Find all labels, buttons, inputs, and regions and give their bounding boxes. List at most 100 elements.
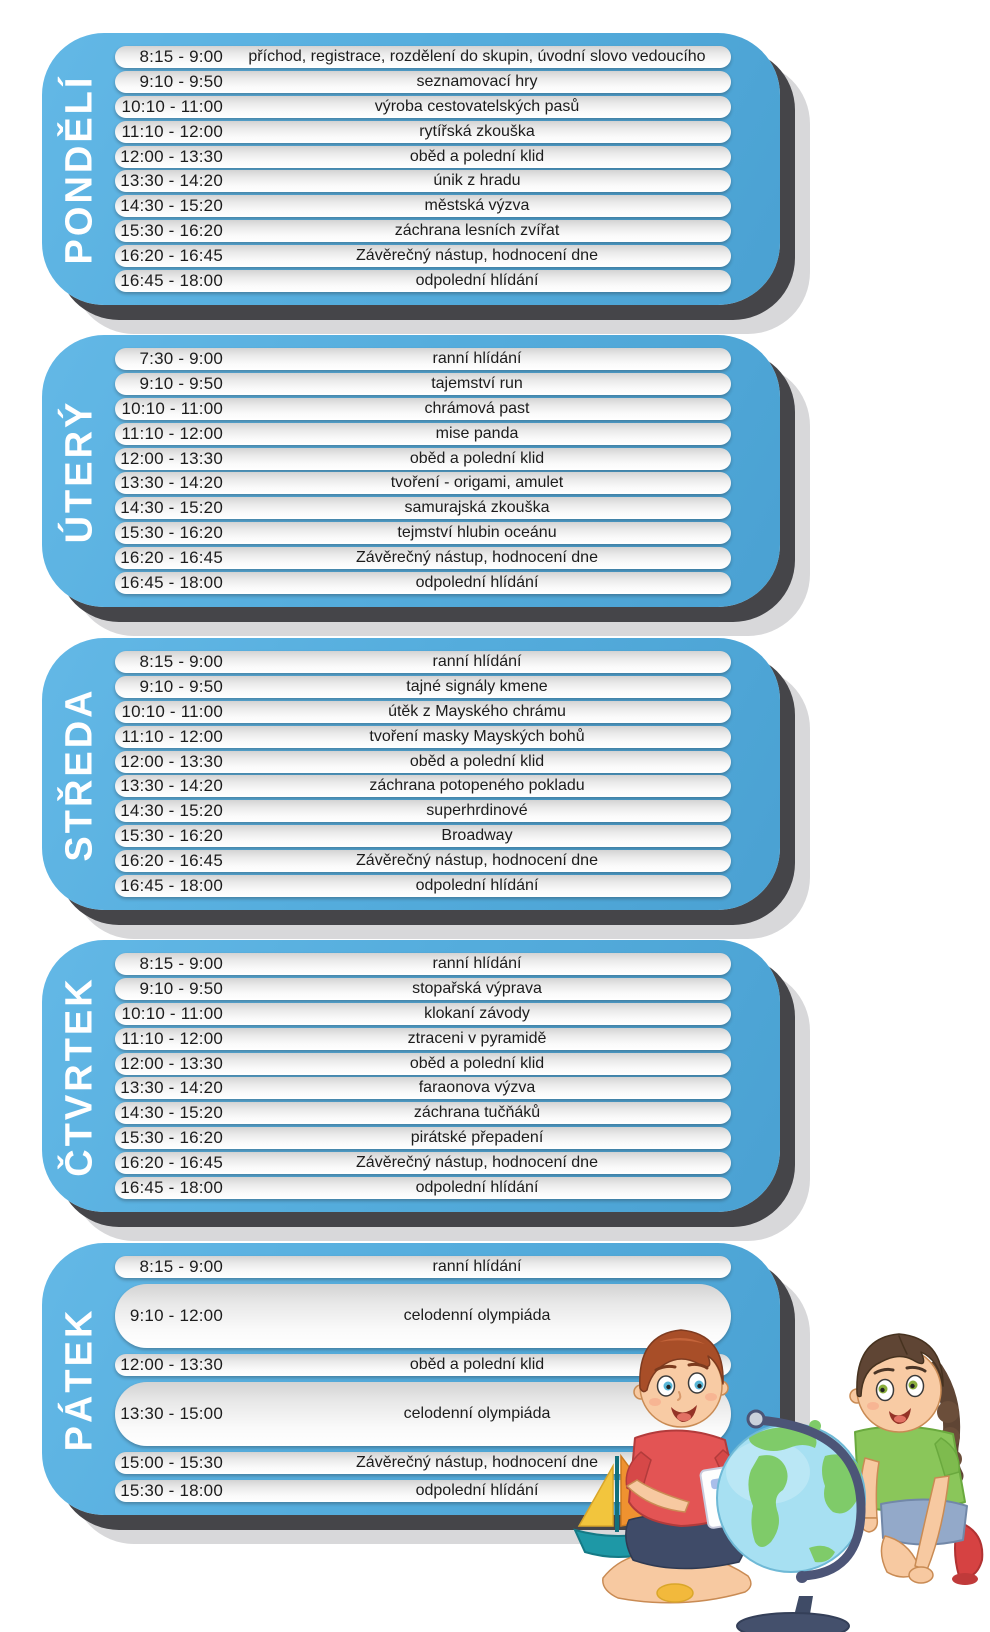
- time-range: 14:30 - 15:20: [120, 801, 223, 821]
- activity-label: výroba cestovatelských pasů: [374, 97, 580, 115]
- day-label: PONDĚLÍ: [44, 33, 116, 305]
- day-name: ÚTERÝ: [58, 399, 101, 543]
- schedule-row: 13:30 - 15:00 celodenní olympiáda: [115, 1382, 731, 1446]
- time-range: 12:00 - 13:30: [120, 751, 223, 771]
- time-range: 8:15 - 9:00: [139, 954, 223, 973]
- schedule-row: 15:30 - 16:20 tejmství hlubin oceánu: [115, 522, 731, 545]
- activity-label: oběd a polední klid: [409, 449, 545, 467]
- schedule-rows: 8:15 - 9:00 ranní hlídání 9:10 - 12:00 c…: [115, 1256, 731, 1502]
- schedule-row: 14:30 - 15:20 městská výzva: [115, 195, 731, 218]
- activity-label: rytířská zkouška: [419, 122, 535, 140]
- activity-label: Broadway: [441, 827, 513, 845]
- schedule-row: 9:10 - 9:50 tajemství run: [115, 372, 731, 395]
- globe-on-stand-illustration: [716, 1409, 866, 1632]
- time-range: 16:45 - 18:00: [120, 270, 223, 290]
- girl-kneeling-illustration: [849, 1333, 984, 1585]
- time-range: 13:30 - 14:20: [120, 473, 223, 493]
- time-range: 12:00 - 13:30: [120, 1355, 223, 1374]
- time-range: 8:15 - 9:00: [139, 47, 223, 66]
- schedule-row: 14:30 - 15:20 superhrdinové: [115, 800, 731, 823]
- time-range: 16:20 - 16:45: [120, 851, 223, 870]
- schedule-rows: 8:15 - 9:00 ranní hlídání 9:10 - 9:50 ta…: [115, 651, 731, 897]
- time-range: 10:10 - 11:00: [121, 398, 223, 418]
- day-name: ČTVRTEK: [58, 975, 101, 1177]
- schedule-row: 15:30 - 16:20 záchrana lesních zvířat: [115, 220, 731, 243]
- time-range: 13:30 - 14:20: [120, 1078, 223, 1098]
- schedule-row: 8:15 - 9:00 ranní hlídání: [115, 651, 731, 673]
- schedule-row: 8:15 - 9:00 ranní hlídání: [115, 953, 731, 975]
- activity-label: pirátské přepadení: [410, 1129, 544, 1147]
- day-label: ÚTERÝ: [44, 335, 116, 607]
- time-range: 13:30 - 15:00: [120, 1404, 223, 1423]
- activity-label: odpolední hlídání: [415, 1178, 539, 1196]
- schedule-row: 15:00 - 15:30 Závěrečný nástup, hodnocen…: [115, 1452, 731, 1474]
- activity-label: Závěrečný nástup, hodnocení dne: [356, 1454, 598, 1471]
- schedule-row: 11:10 - 12:00 tvoření masky Mayských boh…: [115, 725, 731, 748]
- activity-label: ranní hlídání: [432, 955, 522, 972]
- activity-label: oběd a polední klid: [409, 752, 545, 770]
- time-range: 11:10 - 12:00: [121, 1028, 223, 1048]
- schedule-rows: 8:15 - 9:00 příchod, registrace, rozděle…: [115, 46, 731, 292]
- activity-label: tejmství hlubin oceánu: [397, 524, 557, 542]
- activity-label: odpolední hlídání: [415, 573, 539, 591]
- schedule-rows: 8:15 - 9:00 ranní hlídání 9:10 - 9:50 st…: [115, 953, 731, 1199]
- activity-label: faraonova výzva: [418, 1079, 536, 1097]
- schedule-row: 16:20 - 16:45 Závěrečný nástup, hodnocen…: [115, 245, 731, 267]
- schedule-row: 14:30 - 15:20 záchrana tučňáků: [115, 1102, 731, 1125]
- activity-label: tvoření masky Mayských bohů: [369, 727, 585, 745]
- activity-label: tajemství run: [431, 374, 523, 392]
- activity-label: záchrana lesních zvířat: [394, 222, 560, 240]
- day-name: STŘEDA: [58, 686, 101, 862]
- schedule-row: 13:30 - 14:20 faraonova výzva: [115, 1077, 731, 1100]
- schedule-row: 16:45 - 18:00 odpolední hlídání: [115, 571, 731, 594]
- time-range: 10:10 - 11:00: [121, 96, 223, 116]
- activity-label: oběd a polední klid: [409, 1356, 545, 1373]
- day-label: PÁTEK: [44, 1243, 116, 1515]
- time-range: 13:30 - 14:20: [120, 776, 223, 796]
- schedule-row: 12:00 - 13:30 oběd a polední klid: [115, 1354, 731, 1376]
- time-range: 16:45 - 18:00: [120, 1177, 223, 1197]
- schedule-rows: 7:30 - 9:00 ranní hlídání 9:10 - 9:50 ta…: [115, 348, 731, 594]
- schedule-row: 11:10 - 12:00 mise panda: [115, 422, 731, 445]
- time-range: 11:10 - 12:00: [121, 121, 223, 141]
- activity-label: odpolední hlídání: [415, 271, 539, 289]
- schedule-row: 8:15 - 9:00 ranní hlídání: [115, 1256, 731, 1278]
- time-range: 14:30 - 15:20: [120, 1103, 223, 1123]
- schedule-row: 16:45 - 18:00 odpolední hlídání: [115, 874, 731, 897]
- activity-label: Závěrečný nástup, hodnocení dne: [356, 852, 598, 869]
- activity-label: celodenní olympiáda: [403, 1307, 551, 1324]
- time-range: 10:10 - 11:00: [121, 1003, 223, 1023]
- activity-label: Závěrečný nástup, hodnocení dne: [356, 1154, 598, 1171]
- activity-label: ranní hlídání: [432, 350, 522, 367]
- time-range: 16:45 - 18:00: [120, 875, 223, 895]
- time-range: 12:00 - 13:30: [120, 448, 223, 468]
- schedule-row: 12:00 - 13:30 oběd a polední klid: [115, 750, 731, 773]
- day-card: ÚTERÝ 7:30 - 9:00 ranní hlídání 9:10 - 9…: [42, 335, 780, 607]
- time-range: 12:00 - 13:30: [120, 146, 223, 166]
- activity-label: únik z hradu: [433, 172, 521, 190]
- time-range: 15:30 - 16:20: [120, 1128, 223, 1148]
- schedule-row: 16:20 - 16:45 Závěrečný nástup, hodnocen…: [115, 850, 731, 872]
- time-range: 15:30 - 16:20: [120, 523, 223, 543]
- time-range: 9:10 - 12:00: [129, 1306, 223, 1325]
- schedule-row: 15:30 - 16:20 Broadway: [115, 825, 731, 848]
- schedule-row: 15:30 - 18:00 odpolední hlídání: [115, 1480, 731, 1502]
- activity-label: mise panda: [435, 424, 519, 442]
- day-card: STŘEDA 8:15 - 9:00 ranní hlídání 9:10 - …: [42, 638, 780, 910]
- schedule-row: 13:30 - 14:20 tvoření - origami, amulet: [115, 472, 731, 495]
- schedule-row: 10:10 - 11:00 výroba cestovatelských pas…: [115, 95, 731, 118]
- activity-label: oběd a polední klid: [409, 1054, 545, 1072]
- activity-label: Závěrečný nástup, hodnocení dne: [356, 247, 598, 264]
- activity-label: klokaní závody: [424, 1004, 530, 1022]
- activity-label: záchrana potopeného pokladu: [369, 777, 585, 795]
- children-globe-illustration: [573, 1329, 984, 1632]
- time-range: 9:10 - 9:50: [139, 676, 223, 696]
- schedule-row: 12:00 - 13:30 oběd a polední klid: [115, 447, 731, 470]
- activity-label: celodenní olympiáda: [403, 1405, 551, 1422]
- activity-label: městská výzva: [424, 197, 530, 215]
- time-range: 16:20 - 16:45: [120, 1153, 223, 1172]
- time-range: 16:20 - 16:45: [120, 548, 223, 567]
- activity-label: útěk z Mayského chrámu: [388, 702, 566, 720]
- time-range: 9:10 - 9:50: [139, 71, 223, 91]
